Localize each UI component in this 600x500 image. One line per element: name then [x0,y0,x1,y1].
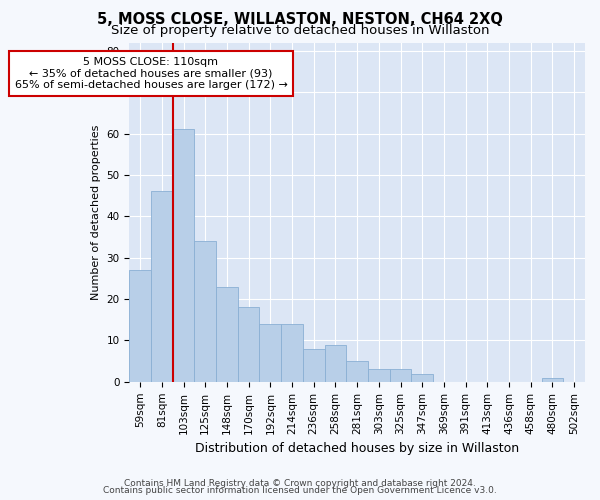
Bar [368,370,389,382]
Bar [542,378,563,382]
Bar [259,324,281,382]
Bar [389,370,412,382]
Bar [346,361,368,382]
Text: Size of property relative to detached houses in Willaston: Size of property relative to detached ho… [111,24,489,37]
Text: 5 MOSS CLOSE: 110sqm
← 35% of detached houses are smaller (93)
65% of semi-detac: 5 MOSS CLOSE: 110sqm ← 35% of detached h… [14,57,287,90]
Y-axis label: Number of detached properties: Number of detached properties [91,124,101,300]
X-axis label: Distribution of detached houses by size in Willaston: Distribution of detached houses by size … [195,442,519,455]
Bar [303,348,325,382]
Text: 5, MOSS CLOSE, WILLASTON, NESTON, CH64 2XQ: 5, MOSS CLOSE, WILLASTON, NESTON, CH64 2… [97,12,503,28]
Bar [412,374,433,382]
Text: Contains public sector information licensed under the Open Government Licence v3: Contains public sector information licen… [103,486,497,495]
Text: Contains HM Land Registry data © Crown copyright and database right 2024.: Contains HM Land Registry data © Crown c… [124,478,476,488]
Bar [129,270,151,382]
Bar [151,192,173,382]
Bar [325,344,346,382]
Bar [194,241,216,382]
Bar [281,324,303,382]
Bar [173,130,194,382]
Bar [238,308,259,382]
Bar [216,286,238,382]
